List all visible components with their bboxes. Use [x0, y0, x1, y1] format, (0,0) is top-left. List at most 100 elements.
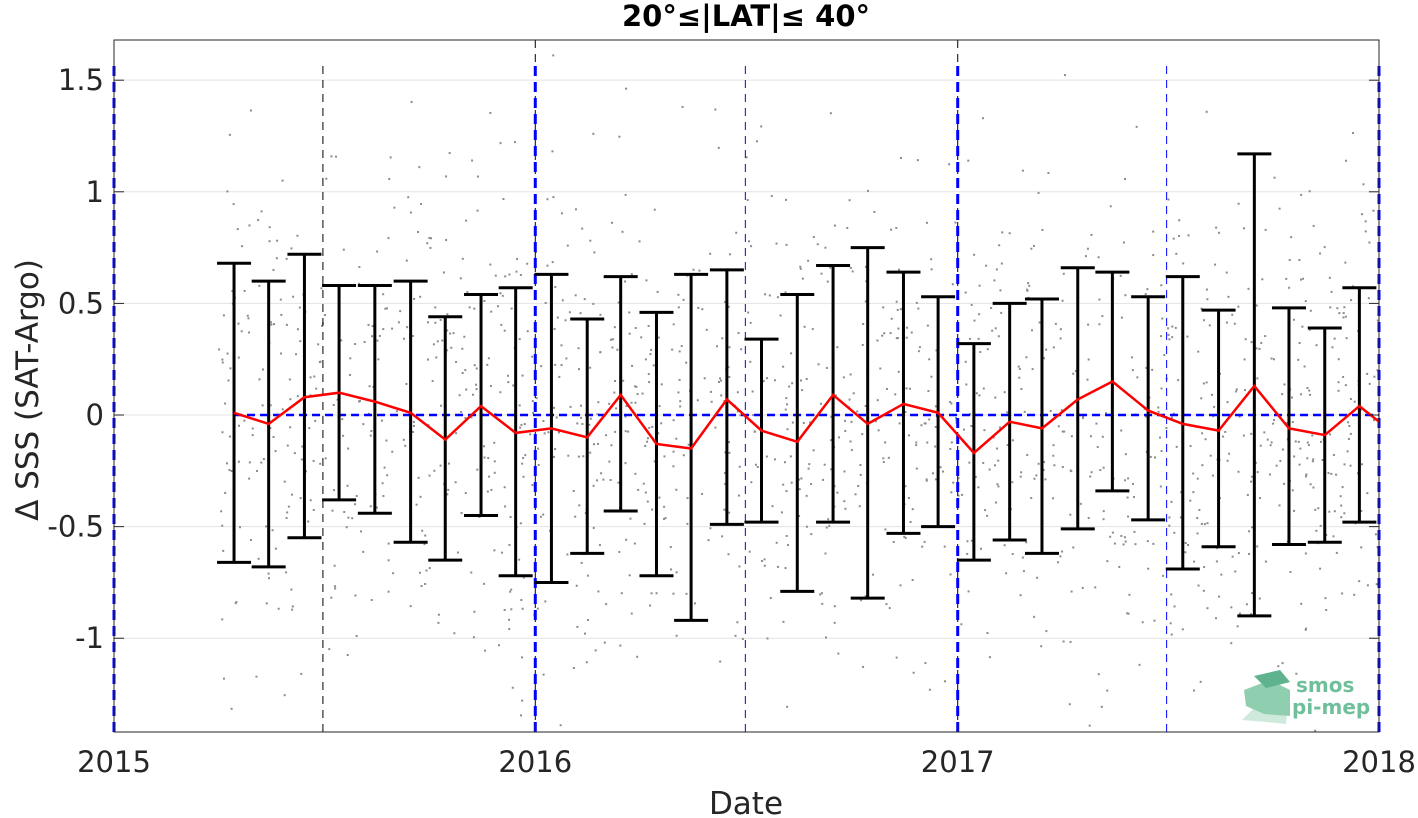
scatter-point [1074, 370, 1077, 373]
scatter-point [460, 512, 463, 515]
scatter-point [613, 326, 616, 329]
scatter-point [487, 357, 490, 360]
scatter-point [996, 483, 999, 486]
scatter-point [812, 449, 815, 452]
scatter-point [1025, 541, 1028, 544]
scatter-point [1026, 288, 1029, 291]
scatter-point [1033, 615, 1036, 618]
scatter-point [381, 419, 384, 422]
scatter-point [904, 536, 907, 539]
scatter-point [507, 381, 510, 384]
scatter-point [1215, 226, 1218, 229]
scatter-point [537, 463, 540, 466]
scatter-point [1373, 419, 1376, 422]
scatter-point [909, 387, 912, 390]
scatter-point [1198, 508, 1201, 511]
scatter-point [1300, 193, 1303, 196]
scatter-point [1088, 724, 1091, 727]
scatter-point [226, 190, 229, 193]
scatter-point [996, 447, 999, 450]
scatter-point [1315, 529, 1318, 532]
scatter-point [1119, 274, 1122, 277]
scatter-point [369, 434, 372, 437]
scatter-point [445, 349, 448, 352]
scatter-point [925, 478, 928, 481]
scatter-point [1329, 306, 1332, 309]
scatter-point [658, 496, 661, 499]
scatter-point [967, 159, 970, 162]
scatter-point [890, 228, 893, 231]
scatter-point [775, 242, 778, 245]
scatter-point [582, 455, 585, 458]
scatter-point [724, 451, 727, 454]
scatter-point [347, 447, 350, 450]
scatter-point [754, 463, 757, 466]
scatter-point [1199, 680, 1202, 683]
scatter-point [882, 461, 885, 464]
scatter-point [630, 612, 633, 615]
scatter-point [596, 413, 599, 416]
y-tick-label: -1 [75, 621, 104, 655]
scatter-point [1215, 560, 1218, 563]
scatter-point [370, 335, 373, 338]
scatter-point [295, 353, 298, 356]
scatter-point [552, 54, 555, 57]
scatter-point [331, 509, 334, 512]
scatter-point [318, 361, 321, 364]
scatter-point [288, 378, 291, 381]
scatter-point [540, 365, 543, 368]
scatter-point [658, 405, 661, 408]
scatter-point [615, 407, 618, 410]
scatter-point [1020, 387, 1023, 390]
scatter-point [387, 590, 390, 593]
scatter-point [1061, 550, 1064, 553]
scatter-point [520, 599, 523, 602]
scatter-point [1231, 555, 1234, 558]
scatter-point [592, 302, 595, 305]
scatter-point [662, 518, 665, 521]
scatter-point [1349, 464, 1352, 467]
scatter-point [1264, 228, 1267, 231]
scatter-point [1264, 335, 1267, 338]
scatter-point [911, 508, 914, 511]
scatter-point [773, 379, 776, 382]
scatter-point [415, 503, 418, 506]
scatter-point [1301, 325, 1304, 328]
scatter-point [1337, 358, 1340, 361]
scatter-point [803, 325, 806, 328]
scatter-point [1303, 365, 1306, 368]
scatter-point [551, 261, 554, 264]
scatter-point [382, 293, 385, 296]
scatter-point [1250, 613, 1253, 616]
scatter-point [486, 490, 489, 493]
scatter-point [508, 543, 511, 546]
scatter-point [1269, 473, 1272, 476]
scatter-point [392, 572, 395, 575]
scatter-point [470, 416, 473, 419]
scatter-point [371, 325, 374, 328]
scatter-point [948, 163, 951, 166]
scatter-point [553, 406, 556, 409]
scatter-point [473, 364, 476, 367]
scatter-point [566, 553, 569, 556]
scatter-point [807, 467, 810, 470]
scatter-point [669, 545, 672, 548]
scatter-point [1087, 323, 1090, 326]
scatter-point [592, 484, 595, 487]
scatter-point [1173, 531, 1176, 534]
scatter-point [437, 621, 440, 624]
scatter-point [721, 535, 724, 538]
scatter-point [1196, 517, 1199, 520]
scatter-point [585, 661, 588, 664]
scatter-point [369, 505, 372, 508]
scatter-point [935, 349, 938, 352]
scatter-point [1040, 645, 1043, 648]
scatter-point [785, 534, 788, 537]
scatter-point [276, 239, 279, 242]
scatter-point [1312, 224, 1315, 227]
scatter-point [1109, 535, 1112, 538]
scatter-point [558, 375, 561, 378]
scatter-point [1366, 584, 1369, 587]
scatter-point [1170, 416, 1173, 419]
scatter-point [577, 347, 580, 350]
